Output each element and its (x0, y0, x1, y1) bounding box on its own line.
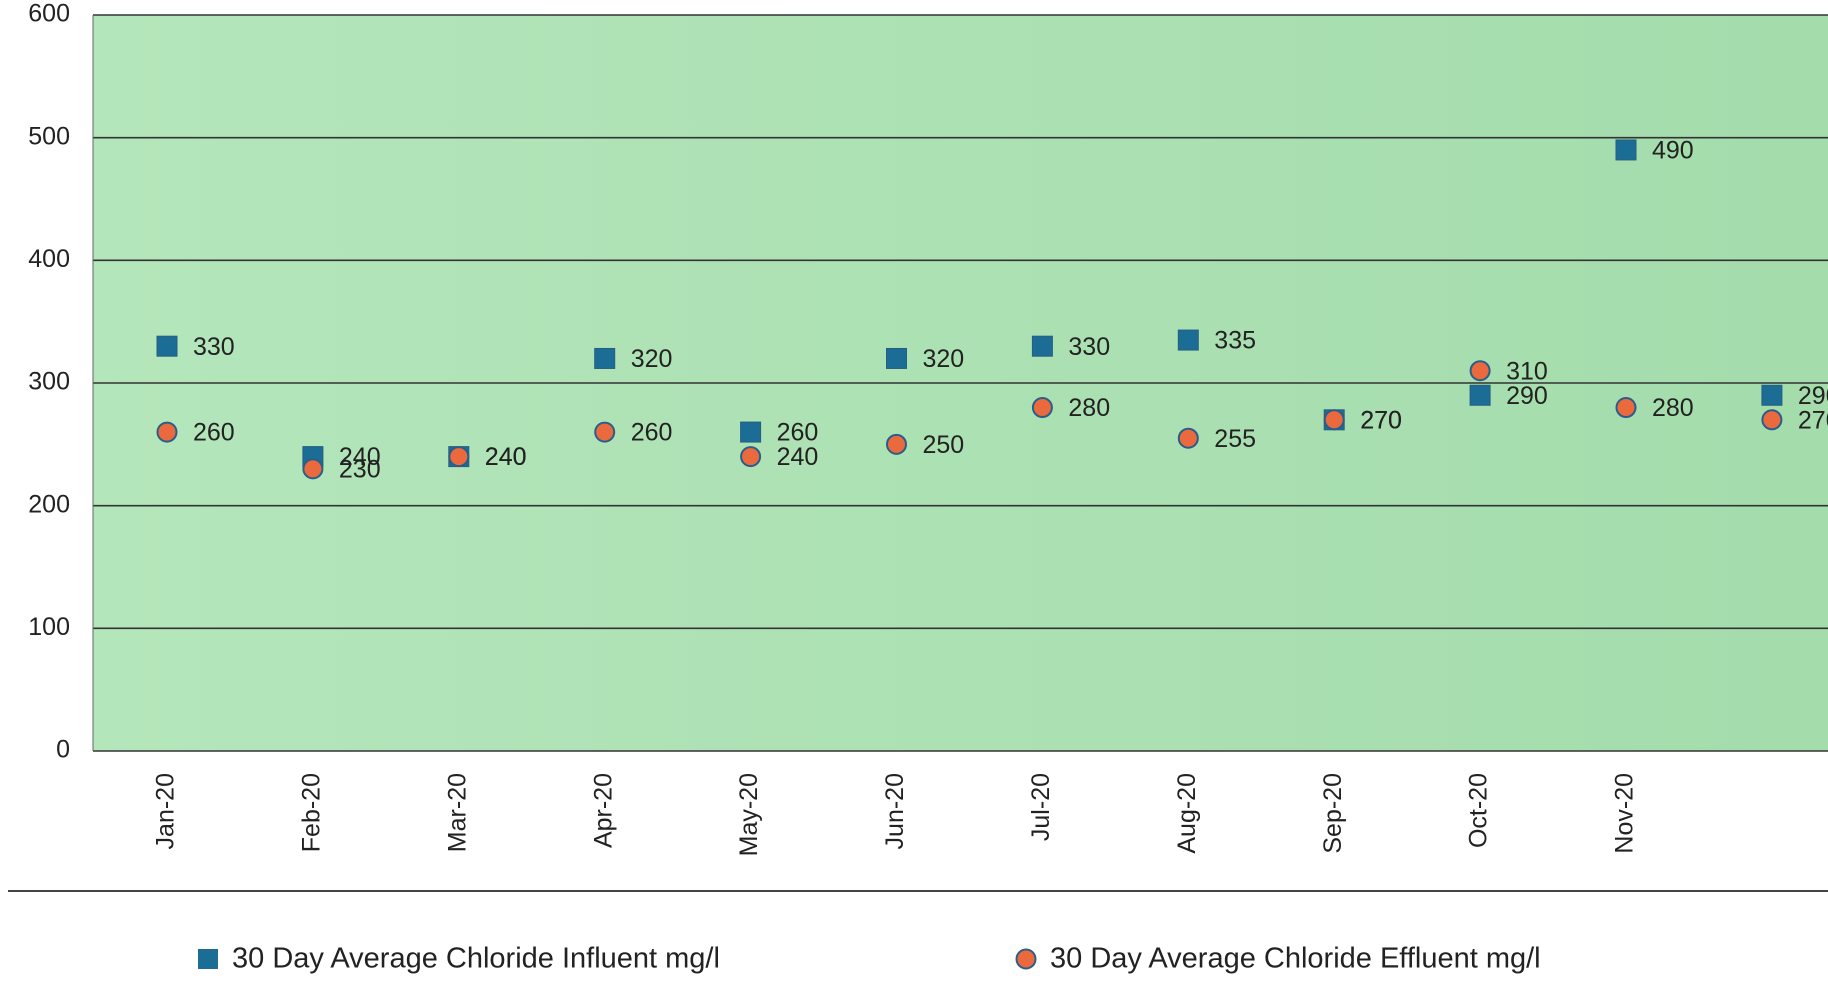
y-tick-label: 100 (28, 613, 70, 641)
legend-marker (198, 949, 218, 969)
x-tick-label: Feb-20 (298, 773, 326, 852)
data-label: 290 (1798, 382, 1828, 410)
data-label: 270 (1360, 406, 1402, 434)
data-label: 270 (1798, 406, 1828, 434)
y-tick-label: 500 (28, 122, 70, 150)
legend-marker (1015, 948, 1037, 970)
data-label: 310 (1506, 357, 1548, 385)
marker (740, 446, 762, 468)
marker (594, 421, 616, 443)
x-tick-label: Apr-20 (589, 773, 617, 848)
marker (1323, 409, 1345, 431)
data-label: 260 (631, 419, 673, 447)
y-tick-label: 400 (28, 245, 70, 273)
data-label: 240 (777, 443, 819, 471)
marker (1761, 384, 1783, 406)
data-label: 335 (1214, 327, 1256, 355)
legend-label: 30 Day Average Chloride Influent mg/l (232, 943, 720, 975)
x-tick-label: Nov-20 (1611, 773, 1639, 854)
marker (156, 421, 178, 443)
marker (1031, 397, 1053, 419)
marker (448, 446, 470, 468)
data-label: 320 (631, 345, 673, 373)
data-label: 240 (485, 443, 527, 471)
marker (1615, 397, 1637, 419)
x-tick-label: Aug-20 (1173, 773, 1201, 854)
marker (886, 347, 907, 369)
data-label: 330 (1068, 333, 1110, 361)
marker (1469, 384, 1491, 406)
data-label: 320 (923, 345, 965, 373)
marker (1177, 427, 1199, 449)
y-tick-label: 600 (28, 0, 70, 28)
legend-label: 30 Day Average Chloride Effluent mg/l (1050, 943, 1541, 975)
marker (594, 347, 616, 369)
data-label: 270 (1360, 406, 1402, 434)
x-tick-label: Jun-20 (881, 773, 909, 849)
y-tick-label: 200 (28, 490, 70, 518)
x-tick-label: Jul-20 (1027, 773, 1055, 841)
marker (1615, 139, 1637, 161)
marker (156, 335, 178, 357)
data-label: 280 (1652, 394, 1694, 422)
marker (1177, 329, 1199, 351)
x-tick-label: Jan-20 (152, 773, 180, 849)
data-label: 240 (485, 443, 527, 471)
y-tick-label: 300 (28, 368, 70, 396)
marker (1761, 409, 1783, 431)
x-tick-label: Oct-20 (1465, 773, 1493, 848)
data-label: 230 (339, 455, 381, 483)
x-tick-label: May-20 (735, 773, 763, 856)
data-label: 280 (1068, 394, 1110, 422)
data-label: 255 (1214, 425, 1256, 453)
data-label: 240 (339, 443, 381, 471)
y-tick-label: 0 (56, 736, 70, 764)
marker (302, 458, 324, 480)
marker (1031, 335, 1053, 357)
marker (1469, 360, 1491, 382)
marker (740, 421, 762, 443)
data-label: 260 (777, 419, 819, 447)
x-tick-label: Sep-20 (1319, 773, 1347, 854)
data-label: 490 (1652, 137, 1694, 165)
data-label: 250 (923, 431, 965, 459)
data-label: 330 (193, 333, 235, 361)
x-tick-label: Mar-20 (443, 773, 471, 852)
data-label: 290 (1506, 382, 1548, 410)
data-label: 260 (193, 419, 235, 447)
marker (886, 433, 907, 455)
